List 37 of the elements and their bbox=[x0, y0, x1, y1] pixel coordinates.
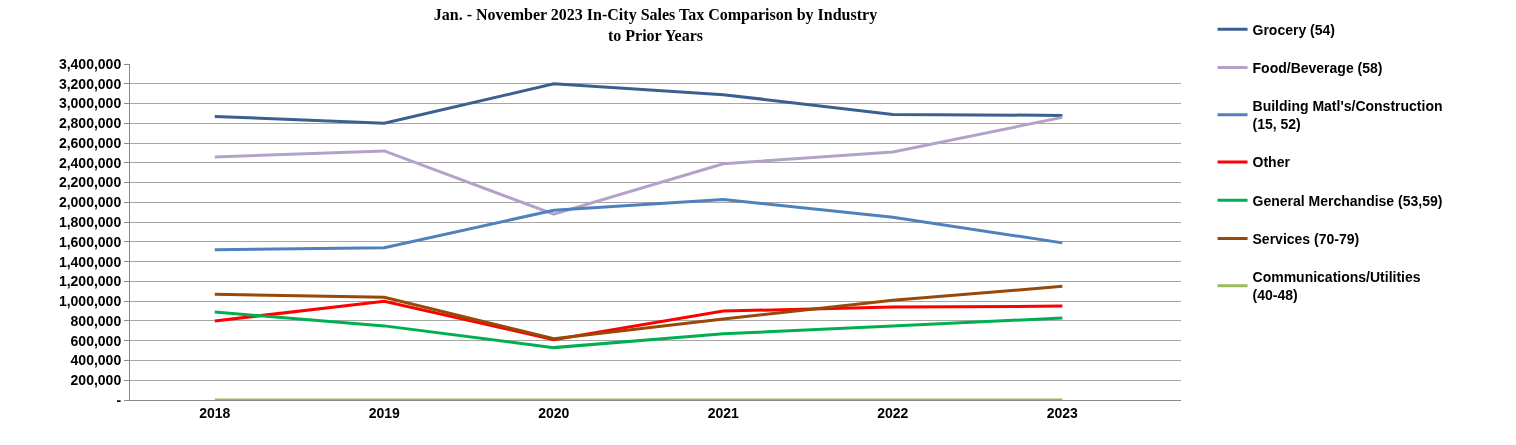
y-tick-label: 1,400,000 bbox=[58, 253, 122, 270]
line-series bbox=[213, 284, 1064, 341]
legend-label: Building Matl's/Construction (15, 52) bbox=[1252, 98, 1443, 133]
y-tick-label: 1,600,000 bbox=[58, 233, 122, 250]
line-series bbox=[213, 197, 1064, 252]
legend-label: General Merchandise (53,59) bbox=[1252, 192, 1443, 209]
y-tick-label: 2,400,000 bbox=[58, 154, 122, 171]
y-tick-label: 2,600,000 bbox=[58, 134, 122, 151]
y-tick-label: 3,000,000 bbox=[58, 95, 122, 112]
x-tick-label: 2019 bbox=[368, 404, 401, 421]
y-tick-label: 3,200,000 bbox=[58, 75, 122, 92]
y-tick-label: 2,800,000 bbox=[58, 115, 122, 132]
x-tick-label: 2018 bbox=[199, 404, 231, 421]
y-tick-label: - bbox=[116, 391, 122, 408]
legend-label: Food/Beverage (58) bbox=[1252, 59, 1383, 76]
y-tick-label: 600,000 bbox=[70, 332, 122, 349]
y-tick-label: 1,800,000 bbox=[58, 214, 122, 231]
y-tick-label: 1,200,000 bbox=[58, 273, 122, 290]
legend-label: Communications/Utilities (40-48) bbox=[1252, 269, 1421, 304]
legend-label: Services (70-79) bbox=[1252, 230, 1360, 247]
line-series bbox=[213, 82, 1064, 125]
line-series bbox=[213, 310, 1064, 350]
x-tick-label: 2023 bbox=[1046, 404, 1079, 421]
x-tick-label: 2022 bbox=[877, 404, 909, 421]
y-tick-label: 1,000,000 bbox=[58, 293, 122, 310]
chart-title: Jan. - November 2023 In-City Sales Tax Comparison by Industry to Prior Years bbox=[433, 6, 878, 44]
y-tick-label: 3,400,000 bbox=[58, 55, 122, 72]
legend-label: Other bbox=[1252, 154, 1291, 171]
x-tick-label: 2021 bbox=[707, 404, 740, 421]
y-tick-label: 200,000 bbox=[70, 372, 122, 389]
y-tick-label: 800,000 bbox=[70, 312, 122, 329]
x-tick-label: 2020 bbox=[538, 404, 570, 421]
y-tick-label: 400,000 bbox=[70, 352, 122, 369]
line-series bbox=[213, 115, 1064, 216]
legend-label: Grocery (54) bbox=[1252, 21, 1336, 38]
y-tick-label: 2,200,000 bbox=[58, 174, 122, 191]
y-tick-label: 2,000,000 bbox=[58, 194, 122, 211]
